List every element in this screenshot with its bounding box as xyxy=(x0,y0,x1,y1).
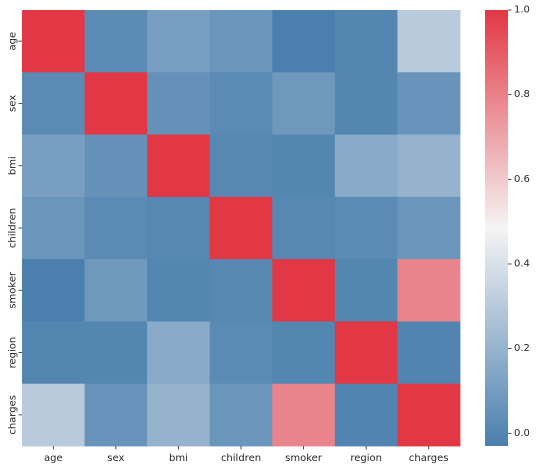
heatmap-cell-sex-charges xyxy=(397,72,461,135)
x-tick-label-age: age xyxy=(44,453,63,464)
heatmap-cell-smoker-charges xyxy=(397,259,461,322)
heatmap-cell-bmi-children xyxy=(209,134,273,198)
heatmap-cell-sex-smoker xyxy=(272,72,336,135)
x-tick-label-bmi: bmi xyxy=(169,453,188,464)
heatmap-cell-children-children xyxy=(209,196,273,260)
heatmap-cell-region-bmi xyxy=(147,321,211,385)
heatmap-cell-sex-region xyxy=(334,72,398,135)
heatmap-cell-smoker-smoker xyxy=(272,259,336,322)
heatmap-cell-region-children xyxy=(209,321,273,385)
heatmap-cell-age-region xyxy=(334,10,398,73)
y-tick-label-sex: sex xyxy=(8,95,19,112)
x-tick-labels: age sex bmi children smoker region charges xyxy=(44,446,449,464)
heatmap-cell-smoker-age xyxy=(22,259,85,322)
heatmap-cell-region-charges xyxy=(397,321,461,385)
colorbar-tick-label: 0.4 xyxy=(514,258,530,269)
heatmap-cell-charges-bmi xyxy=(147,383,211,447)
heatmap-cell-charges-region xyxy=(334,383,398,447)
heatmap-cell-sex-bmi xyxy=(147,72,211,135)
heatmap-cell-children-region xyxy=(334,196,398,260)
heatmap-cell-children-sex xyxy=(84,196,148,260)
colorbar-tick-label: 0.8 xyxy=(514,89,530,100)
heatmap-cell-bmi-smoker xyxy=(272,134,336,198)
y-tick-labels: age sex bmi children smoker region charges xyxy=(8,32,22,435)
heatmap-cell-age-bmi xyxy=(147,10,211,73)
y-tick-label-children: children xyxy=(8,208,19,248)
heatmap-cell-children-charges xyxy=(397,196,461,260)
heatmap-cell-age-smoker xyxy=(272,10,336,73)
heatmap-cell-children-bmi xyxy=(147,196,211,260)
heatmap-cell-bmi-age xyxy=(22,134,85,198)
colorbar-tick-label: 1.0 xyxy=(514,5,530,16)
heatmap-cell-bmi-region xyxy=(334,134,398,198)
y-tick-label-charges: charges xyxy=(8,395,19,435)
heatmap-cell-bmi-sex xyxy=(84,134,148,198)
heatmap-cell-children-age xyxy=(22,196,85,260)
colorbar-scale xyxy=(485,10,508,446)
heatmap-cell-region-sex xyxy=(84,321,148,385)
heatmap-cell-bmi-charges xyxy=(397,134,461,198)
heatmap-cell-smoker-bmi xyxy=(147,259,211,322)
heatmap-cell-charges-charges xyxy=(397,383,461,447)
x-tick-label-children: children xyxy=(221,453,261,464)
x-tick-label-region: region xyxy=(350,453,382,464)
heatmap-cells xyxy=(22,10,461,447)
heatmap-cell-region-age xyxy=(22,321,85,385)
y-tick-label-region: region xyxy=(8,337,19,369)
x-tick-label-charges: charges xyxy=(409,453,449,464)
heatmap-cell-charges-sex xyxy=(84,383,148,447)
heatmap-cell-smoker-region xyxy=(334,259,398,322)
heatmap-cell-age-sex xyxy=(84,10,148,73)
heatmap-cell-sex-sex xyxy=(84,72,148,135)
heatmap-cell-children-smoker xyxy=(272,196,336,260)
y-tick-label-bmi: bmi xyxy=(8,156,19,175)
heatmap-cell-smoker-sex xyxy=(84,259,148,322)
colorbar-tick-label: 0.6 xyxy=(514,174,530,185)
heatmap-cell-bmi-bmi xyxy=(147,134,211,198)
y-tick-label-age: age xyxy=(8,32,19,51)
heatmap-cell-region-smoker xyxy=(272,321,336,385)
heatmap-cell-sex-age xyxy=(22,72,85,135)
heatmap-cell-charges-children xyxy=(209,383,273,447)
heatmap-cell-age-charges xyxy=(397,10,461,73)
x-tick-label-smoker: smoker xyxy=(285,453,323,464)
colorbar-tick-label: 0.2 xyxy=(514,343,530,354)
heatmap-cell-smoker-children xyxy=(209,259,273,322)
colorbar-tick-label: 0.0 xyxy=(514,428,530,439)
heatmap-cell-region-region xyxy=(334,321,398,385)
heatmap-cell-charges-smoker xyxy=(272,383,336,447)
heatmap-cell-charges-age xyxy=(22,383,85,447)
heatmap-cell-age-age xyxy=(22,10,85,73)
y-tick-label-smoker: smoker xyxy=(8,271,19,309)
x-tick-label-sex: sex xyxy=(107,453,124,464)
colorbar: 0.0 0.2 0.4 0.6 0.8 1.0 xyxy=(485,5,530,446)
heatmap-cell-age-children xyxy=(209,10,273,73)
heatmap-cell-sex-children xyxy=(209,72,273,135)
